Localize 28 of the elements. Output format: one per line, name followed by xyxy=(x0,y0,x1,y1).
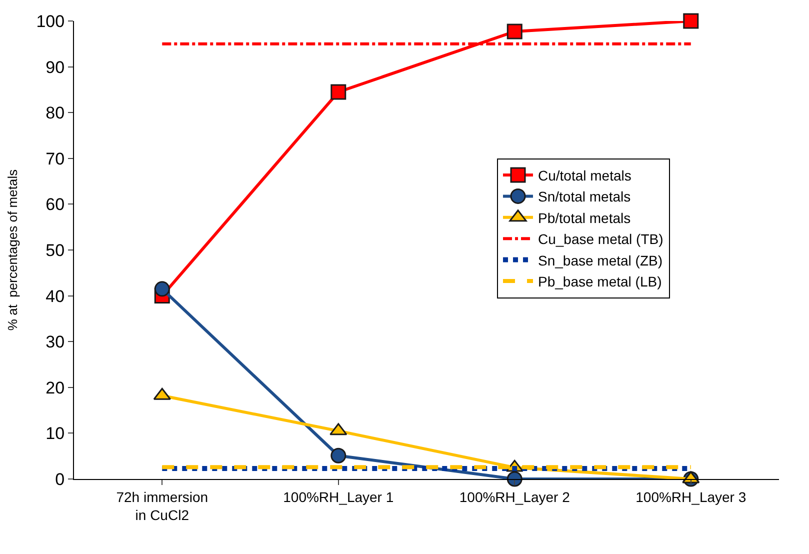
y-axis-title: % at percentages of metals xyxy=(5,168,20,331)
legend-label: Cu_base metal (TB) xyxy=(538,231,664,248)
y-tick-label: 100 xyxy=(36,12,65,31)
y-tick-label: 70 xyxy=(46,149,65,168)
y-tick-label: 80 xyxy=(46,104,65,123)
legend-label: Sn_base metal (ZB) xyxy=(538,252,662,268)
point xyxy=(330,448,346,464)
point xyxy=(330,84,346,100)
y-tick-label: 60 xyxy=(46,195,65,214)
x-tick-label: 100%RH_Layer 1 xyxy=(283,488,394,505)
legend-label: Pb/total metals xyxy=(538,210,631,226)
legend-label: Cu/total metals xyxy=(538,167,632,184)
x-tick-label: 100%RH_Layer 2 xyxy=(459,488,570,505)
point xyxy=(506,24,522,40)
point xyxy=(154,281,170,297)
x-tick-label: 72h immersion in CuCl2 xyxy=(116,488,208,523)
y-tick-label: 50 xyxy=(46,240,65,260)
y-tick-label: 90 xyxy=(46,58,65,77)
y-tick-label: 30 xyxy=(46,332,65,352)
y-tick-label: 10 xyxy=(46,424,65,444)
point xyxy=(506,471,522,487)
y-tick-label: 0 xyxy=(55,470,65,489)
y-tick-label: 40 xyxy=(46,286,65,306)
point xyxy=(683,13,699,29)
x-tick-label: 100%RH_Layer 3 xyxy=(636,488,746,505)
legend-label: Sn/total metals xyxy=(538,188,631,205)
legend-label: Pb_base metal (LB) xyxy=(538,273,662,290)
y-tick-label: 20 xyxy=(46,378,65,398)
